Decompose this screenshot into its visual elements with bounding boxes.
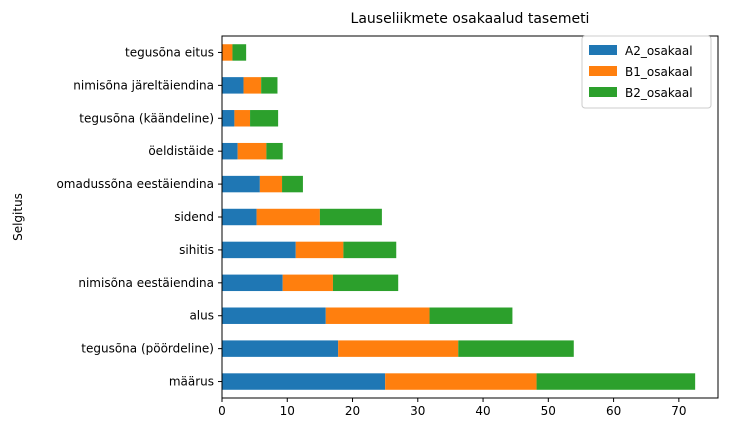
x-tick-label: 50 bbox=[541, 404, 556, 418]
legend-label-B2_osakaal: B2_osakaal bbox=[625, 86, 693, 100]
y-tick-label: tegusõna (käändeline) bbox=[79, 111, 214, 125]
x-tick-label: 60 bbox=[606, 404, 621, 418]
bar-A2_osakaal-3 bbox=[222, 274, 283, 292]
y-tick-label: nimisõna eestäiendina bbox=[78, 276, 214, 290]
bar-B2_osakaal-7 bbox=[266, 142, 283, 160]
plot-frame bbox=[221, 35, 719, 399]
bar-A2_osakaal-7 bbox=[222, 142, 238, 160]
x-tick-label: 20 bbox=[345, 404, 360, 418]
y-tick-label: omadussõna eestäiendina bbox=[56, 177, 214, 191]
bar-B1_osakaal-7 bbox=[237, 142, 267, 160]
bar-B1_osakaal-0 bbox=[385, 373, 537, 390]
legend-swatch-B1_osakaal bbox=[589, 66, 617, 76]
bar-B2_osakaal-10 bbox=[232, 44, 247, 61]
bar-B2_osakaal-4 bbox=[343, 241, 397, 259]
y-tick-label: alus bbox=[189, 309, 214, 323]
x-tick-label: 0 bbox=[218, 404, 226, 418]
y-tick-label: nimisõna järeltäiendina bbox=[73, 78, 214, 92]
y-tick-label: sihitis bbox=[179, 243, 214, 257]
bar-A2_osakaal-8 bbox=[222, 110, 235, 127]
bar-A2_osakaal-9 bbox=[222, 77, 244, 94]
bar-B2_osakaal-5 bbox=[319, 208, 382, 226]
y-tick-label: tegusõna (pöördeline) bbox=[81, 342, 214, 356]
bar-B2_osakaal-0 bbox=[536, 373, 696, 390]
x-tick-label: 30 bbox=[410, 404, 425, 418]
bar-B1_osakaal-9 bbox=[243, 77, 262, 94]
y-tick-label: määrus bbox=[169, 375, 214, 389]
x-axis-ticks: 0 10 20 30 40 50 60 70 bbox=[218, 398, 686, 418]
bar-A2_osakaal-5 bbox=[222, 208, 257, 226]
bar-B1_osakaal-4 bbox=[295, 241, 344, 259]
bar-A2_osakaal-2 bbox=[222, 307, 326, 324]
legend-label-B1_osakaal: B1_osakaal bbox=[625, 65, 693, 79]
bar-B1_osakaal-6 bbox=[259, 175, 283, 193]
bar-B2_osakaal-6 bbox=[282, 175, 303, 193]
y-tick-label: sidend bbox=[174, 210, 214, 224]
bar-B1_osakaal-2 bbox=[325, 307, 430, 324]
y-tick-label: öeldistäide bbox=[148, 144, 214, 158]
bar-B2_osakaal-1 bbox=[458, 340, 574, 357]
bar-A2_osakaal-0 bbox=[222, 373, 386, 390]
bar-B2_osakaal-2 bbox=[429, 307, 513, 324]
x-tick-label: 70 bbox=[671, 404, 686, 418]
x-tick-label: 10 bbox=[280, 404, 295, 418]
bar-B2_osakaal-9 bbox=[261, 77, 278, 94]
bar-B1_osakaal-10 bbox=[222, 44, 233, 61]
bar-A2_osakaal-4 bbox=[222, 241, 296, 259]
bar-A2_osakaal-6 bbox=[222, 175, 260, 193]
bar-B2_osakaal-8 bbox=[250, 110, 279, 127]
y-axis-label: Selgitus bbox=[11, 193, 25, 241]
chart-title: Lauseliikmete osakaalud tasemeti bbox=[351, 11, 590, 27]
bar-B1_osakaal-5 bbox=[256, 208, 320, 226]
bar-B2_osakaal-3 bbox=[332, 274, 399, 292]
legend: A2_osakaal B1_osakaal B2_osakaal bbox=[581, 35, 712, 109]
y-tick-label: tegusõna eitus bbox=[125, 45, 214, 59]
legend-label-A2_osakaal: A2_osakaal bbox=[625, 44, 693, 58]
bar-A2_osakaal-1 bbox=[222, 340, 339, 357]
bar-B1_osakaal-8 bbox=[234, 110, 251, 127]
legend-swatch-A2_osakaal bbox=[589, 45, 617, 55]
legend-swatch-B2_osakaal bbox=[589, 87, 617, 97]
bar-B1_osakaal-1 bbox=[338, 340, 459, 357]
bar-B1_osakaal-3 bbox=[282, 274, 333, 292]
bars-group bbox=[222, 44, 696, 390]
x-tick-label: 40 bbox=[475, 404, 490, 418]
y-axis-ticks: määrus tegusõna (pöördeline) alus nimisõna … bbox=[56, 45, 222, 389]
